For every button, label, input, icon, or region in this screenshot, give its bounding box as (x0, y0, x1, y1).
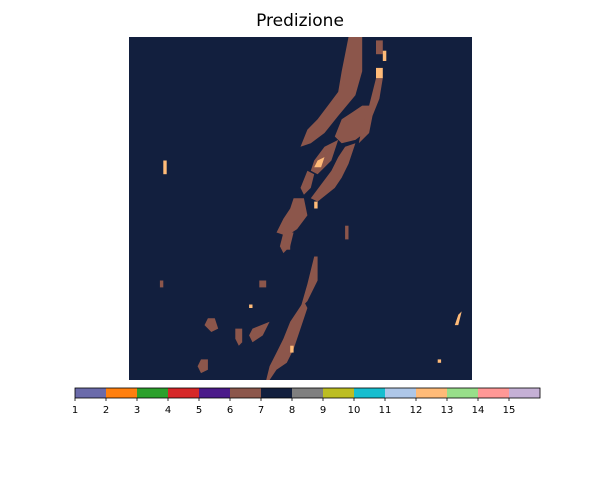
colorbar-swatch-3 (137, 388, 169, 398)
colorbar-tick-label-10: 10 (348, 405, 361, 416)
colorbar-tick-label-12: 12 (410, 405, 423, 416)
region-class-13-25 (290, 345, 294, 353)
region-class-13-21 (314, 157, 325, 168)
region-class-13-22 (163, 160, 167, 175)
region-class-7-6 (276, 198, 308, 236)
colorbar-tick-label-9: 9 (320, 405, 326, 416)
region-class-7-18 (159, 280, 164, 288)
region-class-7-14 (376, 40, 383, 55)
region-class-7-5 (300, 170, 315, 195)
colorbar-tick-label-2: 2 (103, 405, 109, 416)
colorbar-swatch-4 (168, 388, 200, 398)
region-class-7-10 (249, 321, 270, 343)
colorbar-tick-label-4: 4 (165, 405, 171, 416)
colorbar-tick-label-5: 5 (196, 405, 202, 416)
region-class-7-0 (300, 37, 363, 147)
colorbar-frame (74, 387, 541, 399)
region-class-7-12 (235, 328, 243, 346)
colorbar-swatch-8 (292, 388, 324, 398)
region-class-13-24 (454, 311, 462, 326)
colorbar-swatch-14 (478, 388, 510, 398)
colorbar-swatch-10 (354, 388, 386, 398)
region-class-7-11 (204, 318, 219, 332)
colorbar-swatch-1 (75, 388, 107, 398)
colorbar-tick-label-8: 8 (289, 405, 295, 416)
colorbar-swatch-2 (106, 388, 138, 398)
region-class-7-4 (310, 143, 356, 202)
region-class-7-13 (197, 359, 208, 374)
colorbar-tick-label-13: 13 (441, 405, 454, 416)
colorbar-swatch-11 (385, 388, 417, 398)
region-class-13-20 (382, 50, 387, 61)
region-class-7-9 (266, 301, 308, 380)
colorbar-tick-label-3: 3 (134, 405, 140, 416)
region-class-13-26 (249, 304, 253, 308)
prediction-regions (159, 37, 462, 380)
colorbar-tick-label-15: 15 (503, 405, 516, 416)
chart-title: Predizione (256, 11, 344, 31)
region-class-7-8 (300, 256, 318, 308)
region-class-7-2 (358, 78, 383, 144)
region-class-7-17 (286, 242, 291, 250)
colorbar (74, 387, 541, 399)
colorbar-swatch-7 (261, 388, 293, 398)
colorbar-swatch-9 (323, 388, 355, 398)
colorbar-swatch-12 (416, 388, 448, 398)
colorbar-tick-label-11: 11 (379, 405, 392, 416)
region-class-7-16 (259, 280, 267, 288)
colorbar-tick-label-7: 7 (258, 405, 264, 416)
region-class-13-27 (437, 359, 442, 363)
colorbar-swatch-5 (199, 388, 231, 398)
colorbar-swatch-13 (447, 388, 479, 398)
region-class-7-7 (279, 232, 294, 254)
region-class-7-15 (345, 225, 349, 240)
region-class-13-23 (314, 201, 318, 209)
region-class-13-19 (376, 67, 383, 79)
colorbar-ticks: 1 2 3 4 5 6 7 8 9 10 11 12 13 14 15 (72, 398, 516, 416)
colorbar-swatch-15 (509, 388, 541, 398)
colorbar-tick-label-6: 6 (227, 405, 233, 416)
colorbar-tick-label-14: 14 (472, 405, 485, 416)
colorbar-swatch-6 (230, 388, 262, 398)
colorbar-tick-label-1: 1 (72, 405, 78, 416)
